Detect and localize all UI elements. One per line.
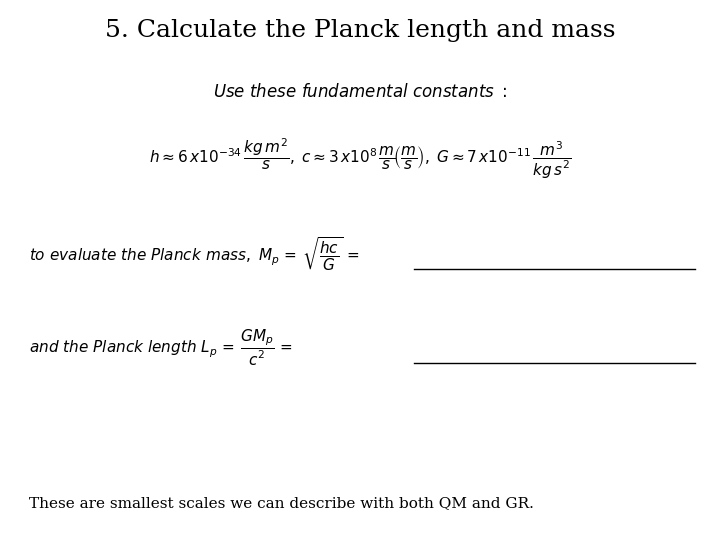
Text: $\it{h} \approx 6\,\mathit{x}10^{-34}\,\dfrac{\mathit{kg}\,\mathit{m}^2}{\mathit: $\it{h} \approx 6\,\mathit{x}10^{-34}\,\…: [148, 137, 572, 181]
Text: These are smallest scales we can describe with both QM and GR.: These are smallest scales we can describ…: [29, 496, 534, 510]
Text: $\it{Use\ these\ fundamental\ constants\ :}$: $\it{Use\ these\ fundamental\ constants\…: [212, 83, 508, 101]
Text: $\it{to\ evaluate\ the\ Planck\ mass,}\ M_p\,=\,\sqrt{\dfrac{hc}{G}}\,=$: $\it{to\ evaluate\ the\ Planck\ mass,}\ …: [29, 235, 359, 273]
Text: 5. Calculate the Planck length and mass: 5. Calculate the Planck length and mass: [104, 19, 616, 42]
Text: $\it{and\ the\ Planck\ length}\ L_p\,=\,\dfrac{GM_p}{c^2}\,=$: $\it{and\ the\ Planck\ length}\ L_p\,=\,…: [29, 328, 292, 368]
